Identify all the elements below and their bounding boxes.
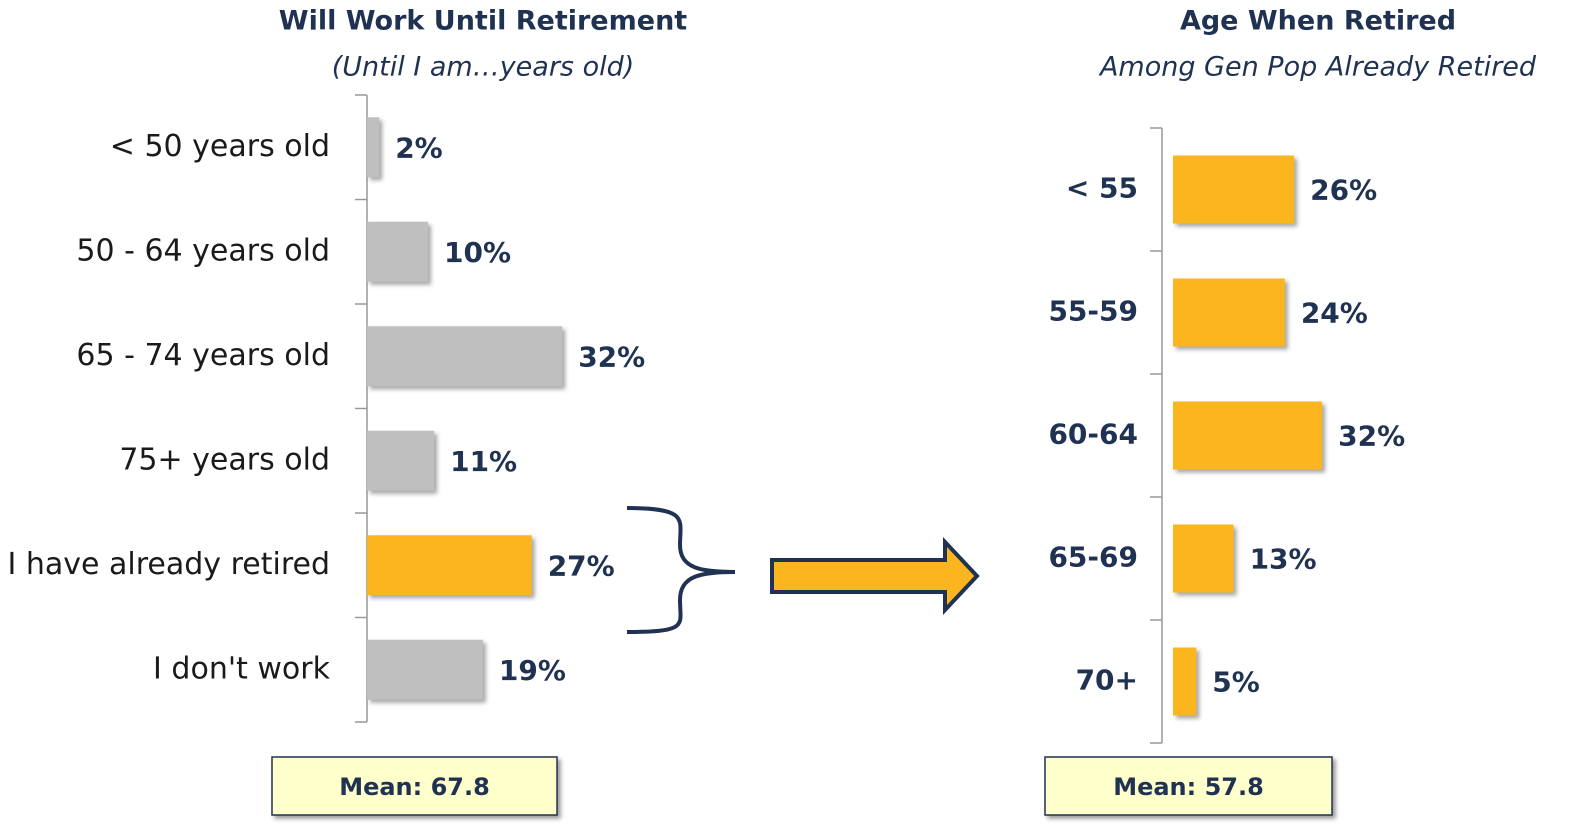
- bar: [367, 535, 532, 596]
- chart-title: Will Work Until Retirement: [279, 6, 688, 37]
- chart-subtitle: (Until I am…years old): [332, 52, 635, 83]
- category-label: 55-59: [1048, 295, 1138, 328]
- bar: [1173, 155, 1295, 224]
- value-label: 2%: [395, 131, 443, 164]
- value-label: 32%: [578, 340, 645, 373]
- chart-title: Age When Retired: [1180, 6, 1456, 37]
- chart-subtitle: Among Gen Pop Already Retired: [1098, 52, 1537, 83]
- bar: [367, 639, 483, 700]
- bar: [1173, 401, 1323, 470]
- category-label: I have already retired: [8, 547, 331, 582]
- bar: [1173, 524, 1234, 593]
- mean-box: [271, 756, 558, 816]
- bar: [367, 430, 435, 491]
- value-label: 24%: [1301, 297, 1368, 330]
- value-label: 19%: [499, 654, 566, 687]
- category-label: I don't work: [153, 651, 331, 686]
- category-label: 50 - 64 years old: [76, 233, 330, 268]
- category-label: 70+: [1076, 664, 1138, 697]
- category-label: 65 - 74 years old: [76, 338, 330, 373]
- value-label: 26%: [1310, 174, 1377, 207]
- bar: [1173, 647, 1197, 716]
- category-label: 65-69: [1048, 541, 1138, 574]
- mean-box: [1044, 756, 1333, 816]
- bar: [367, 221, 428, 282]
- arrow: [770, 536, 980, 616]
- value-label: 27%: [548, 549, 615, 582]
- value-label: 32%: [1338, 420, 1405, 453]
- category-label: 60-64: [1048, 418, 1138, 451]
- mean-label: Mean: 57.8: [1113, 773, 1264, 801]
- bar: [367, 326, 563, 387]
- value-label: 11%: [450, 445, 517, 478]
- category-label: < 55: [1066, 172, 1138, 205]
- category-label: 75+ years old: [119, 442, 330, 477]
- value-label: 5%: [1212, 666, 1260, 699]
- bar: [1173, 278, 1285, 347]
- value-label: 10%: [444, 236, 511, 269]
- category-label: < 50 years old: [110, 129, 330, 164]
- bracket: [626, 506, 736, 634]
- value-label: 13%: [1250, 543, 1317, 576]
- mean-label: Mean: 67.8: [339, 773, 490, 801]
- bar: [367, 117, 380, 178]
